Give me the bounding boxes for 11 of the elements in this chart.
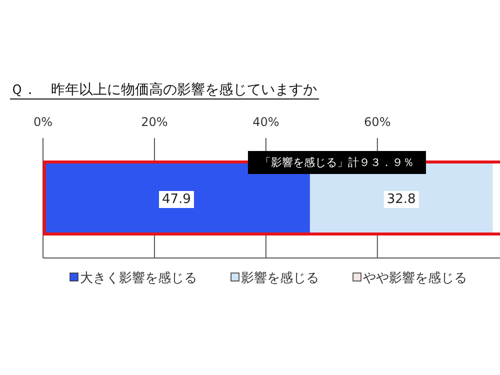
legend-label: 大きく影響を感じる — [80, 271, 197, 286]
annotation: 「影響を感じる」計９３．９％ — [260, 156, 414, 169]
data-label: 47.9 — [162, 192, 191, 207]
x-tick-label: 60% — [364, 115, 391, 129]
chart-title: Ｑ． 昨年以上に物価高の影響を感じていますか — [10, 82, 317, 98]
x-tick-label: 20% — [141, 115, 168, 129]
x-tick-label: 0% — [33, 115, 53, 129]
legend-label: 影響を感じる — [241, 271, 319, 286]
x-tick-label: 40% — [252, 115, 280, 129]
legend-label: やや影響を感じる — [363, 271, 467, 286]
data-label: 32.8 — [386, 192, 416, 207]
